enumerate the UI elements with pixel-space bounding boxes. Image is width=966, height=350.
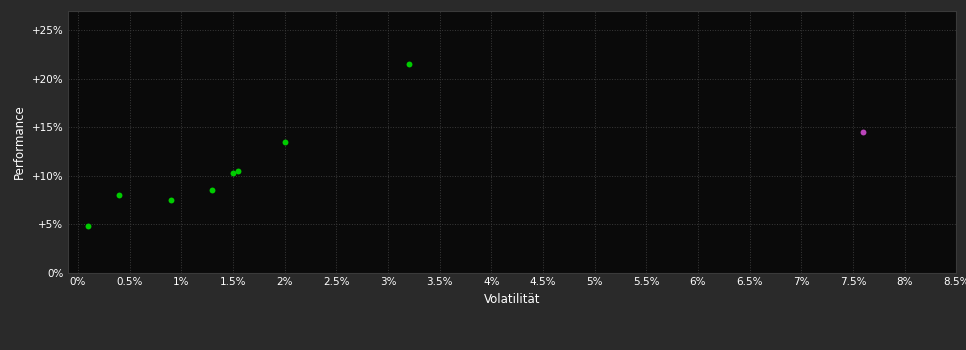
Point: [205, 188, 220, 193]
Point: [111, 193, 127, 198]
Point: [225, 170, 241, 176]
Point: [163, 197, 179, 203]
Point: [80, 224, 96, 229]
Point: [401, 61, 416, 67]
X-axis label: Volatilität: Volatilität: [484, 293, 540, 306]
Y-axis label: Performance: Performance: [14, 104, 26, 179]
Point: [277, 139, 293, 145]
Point: [231, 168, 246, 174]
Point: [856, 129, 871, 135]
